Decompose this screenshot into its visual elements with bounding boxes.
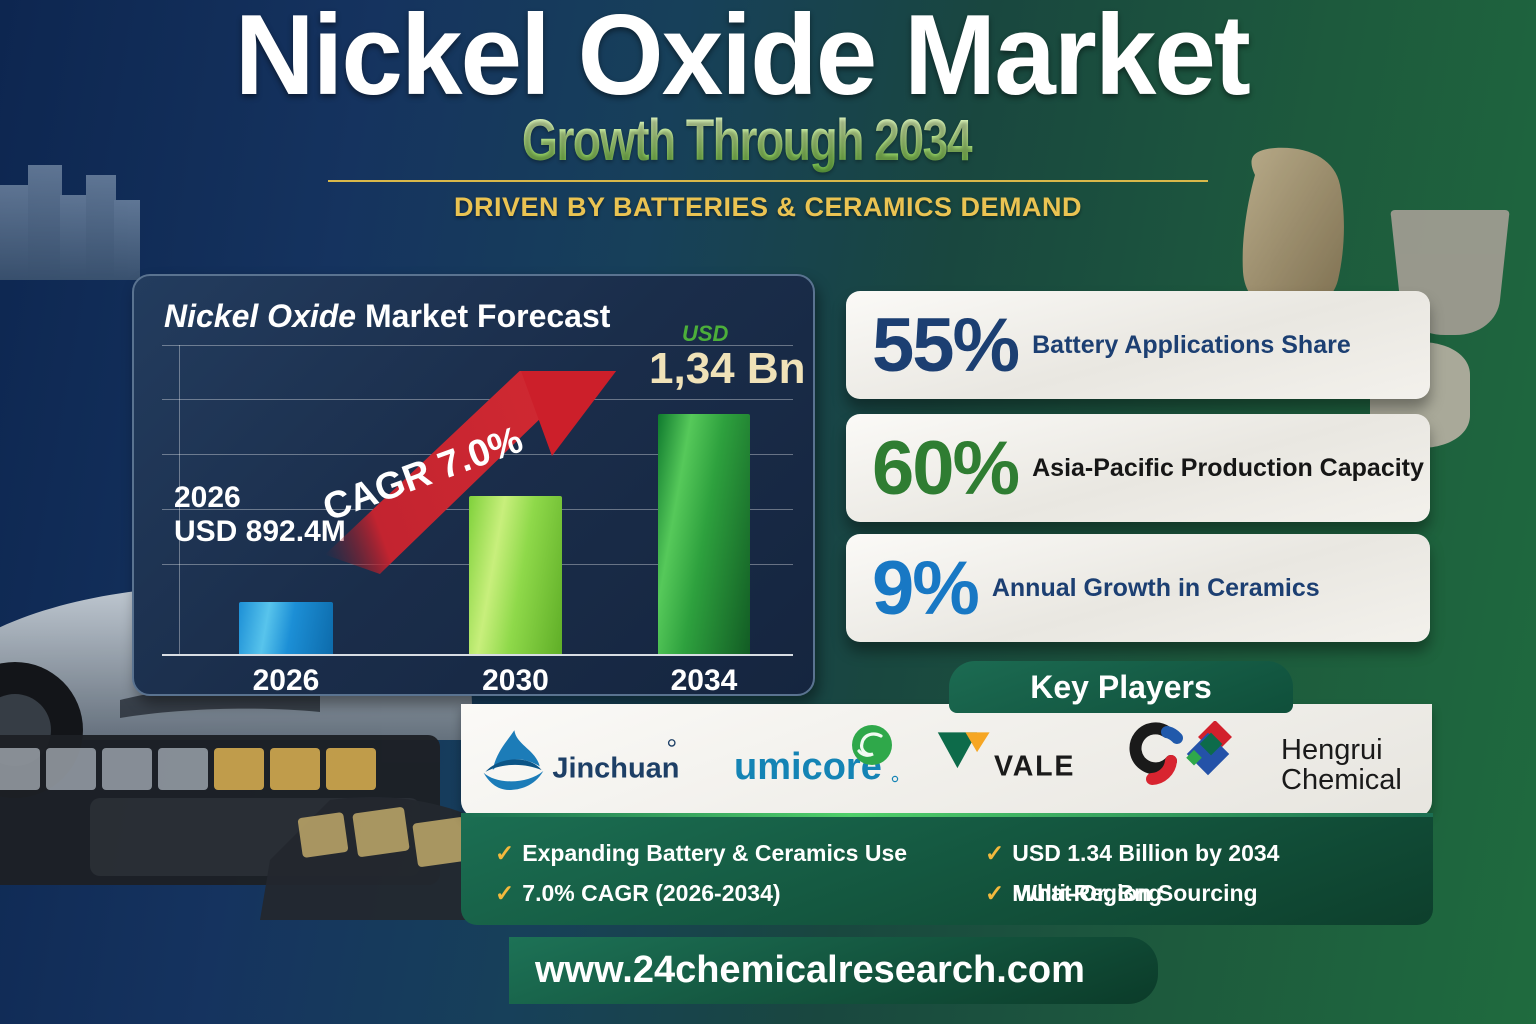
svg-text:Chemical: Chemical xyxy=(1281,764,1402,796)
svg-text:VALE: VALE xyxy=(994,750,1075,782)
svg-text:Hengrui: Hengrui xyxy=(1281,734,1383,766)
svg-text:Jinchuan: Jinchuan xyxy=(552,752,679,784)
